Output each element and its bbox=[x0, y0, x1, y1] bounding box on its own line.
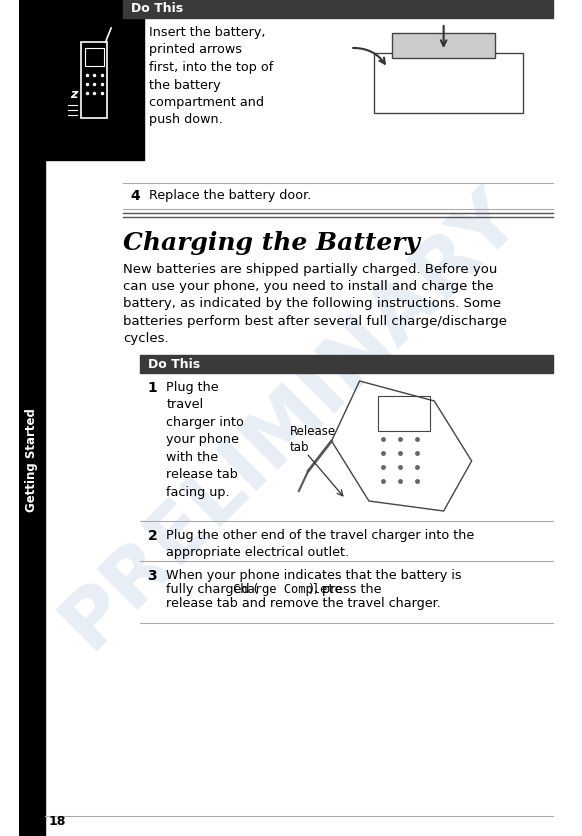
Text: Release
tab: Release tab bbox=[289, 425, 336, 454]
Bar bbox=[85, 48, 104, 66]
Text: 4: 4 bbox=[131, 189, 140, 203]
Text: PRELIMINARY: PRELIMINARY bbox=[47, 174, 535, 662]
Text: Charging the Battery: Charging the Battery bbox=[123, 231, 420, 255]
Text: Do This: Do This bbox=[131, 3, 183, 16]
Text: Plug the other end of the travel charger into the
appropriate electrical outlet.: Plug the other end of the travel charger… bbox=[166, 529, 474, 559]
Bar bbox=[19, 0, 45, 836]
Text: Getting Started: Getting Started bbox=[25, 408, 38, 512]
Text: 2: 2 bbox=[148, 529, 157, 543]
Text: Replace the battery door.: Replace the battery door. bbox=[150, 189, 312, 202]
Bar bbox=[123, 0, 553, 18]
Text: When your phone indicates that the battery is: When your phone indicates that the batte… bbox=[166, 569, 462, 582]
Text: 3: 3 bbox=[131, 26, 140, 40]
Text: fully charged (: fully charged ( bbox=[166, 583, 259, 596]
Bar bbox=[378, 396, 430, 431]
Text: z: z bbox=[70, 89, 77, 101]
Text: New batteries are shipped partially charged. Before you
can use your phone, you : New batteries are shipped partially char… bbox=[123, 263, 508, 344]
Bar bbox=[45, 0, 144, 160]
Text: Plug the
travel
charger into
your phone
with the
release tab
facing up.: Plug the travel charger into your phone … bbox=[166, 381, 244, 499]
Polygon shape bbox=[392, 33, 495, 58]
Text: Insert the battery,
printed arrows
first, into the top of
the battery
compartmen: Insert the battery, printed arrows first… bbox=[150, 26, 274, 126]
Text: Charge Complete: Charge Complete bbox=[233, 583, 342, 596]
Bar bbox=[140, 355, 553, 373]
Text: 3: 3 bbox=[148, 569, 157, 583]
Text: ), press the: ), press the bbox=[309, 583, 381, 596]
Text: release tab and remove the travel charger.: release tab and remove the travel charge… bbox=[166, 597, 441, 610]
Text: 1: 1 bbox=[148, 381, 157, 395]
Text: 18: 18 bbox=[48, 815, 66, 828]
Text: Do This: Do This bbox=[148, 358, 200, 370]
